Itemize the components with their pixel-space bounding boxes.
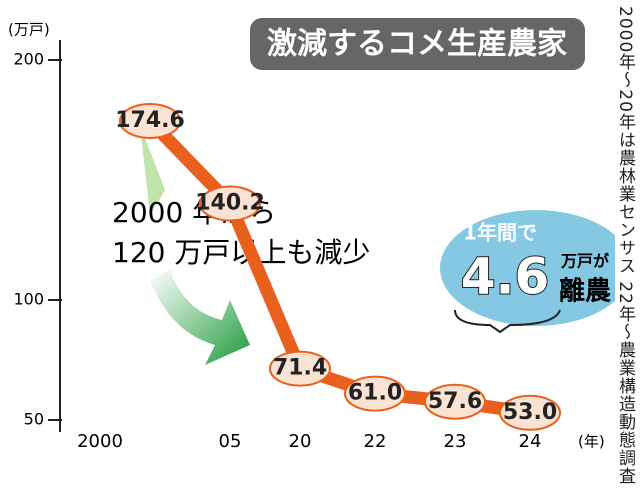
- title-box: [250, 18, 585, 70]
- point: [199, 185, 261, 222]
- data-label: 57.6: [428, 389, 482, 414]
- point: [499, 394, 561, 431]
- bubble-brace: [454, 309, 561, 334]
- x-tick-label: 24: [519, 431, 542, 452]
- x-tick-label: 22: [364, 431, 387, 452]
- point: [344, 375, 406, 412]
- x-tick-label: 05: [219, 431, 242, 452]
- bubble-text: 1年間で: [463, 221, 537, 245]
- arrow: [150, 270, 250, 365]
- chart-title: 激減するコメ生産農家: [267, 27, 567, 62]
- data-label: 53.0: [503, 400, 557, 425]
- bubble: [440, 210, 632, 326]
- point: [269, 350, 331, 387]
- x-tick-label: 20: [289, 431, 312, 452]
- arrow-small: [140, 125, 165, 215]
- x-tick-label: 23: [444, 431, 467, 452]
- data-label: 174.6: [115, 108, 185, 133]
- bubble-number: 4.6: [461, 248, 550, 306]
- y-unit: (万戸): [8, 21, 50, 39]
- y-tick-label: 50: [24, 410, 44, 429]
- chart: 激減するコメ生産農家 (万戸) (年) 2000 年から 120 万戸以上も減少…: [8, 18, 632, 452]
- point: [119, 102, 181, 139]
- data-label: 61.0: [348, 381, 402, 406]
- bubble-unit: 万戸が: [560, 252, 609, 271]
- x-unit: (年): [578, 433, 605, 451]
- data-label: 71.4: [273, 356, 327, 381]
- data-label: 140.2: [195, 191, 265, 216]
- bubble-text: 離農: [559, 276, 611, 307]
- point: [424, 383, 486, 420]
- y-tick-label: 200: [13, 50, 44, 69]
- x-tick-label: 2000: [77, 431, 123, 452]
- plot: 50 100 200 2000 05 20 22 23 24 174.6 140.2 71.4 61.0…: [13, 50, 561, 452]
- y-tick-label: 100: [13, 290, 44, 309]
- source: 2000年～20年は農林業センサス 22年～農業構造動態調査: [615, 6, 635, 485]
